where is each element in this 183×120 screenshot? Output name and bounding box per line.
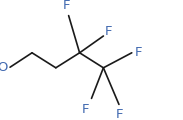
Text: HO: HO (0, 61, 9, 74)
Text: F: F (116, 108, 124, 120)
Text: F: F (135, 46, 142, 59)
Text: F: F (63, 0, 70, 12)
Text: F: F (81, 103, 89, 116)
Text: F: F (105, 25, 113, 38)
